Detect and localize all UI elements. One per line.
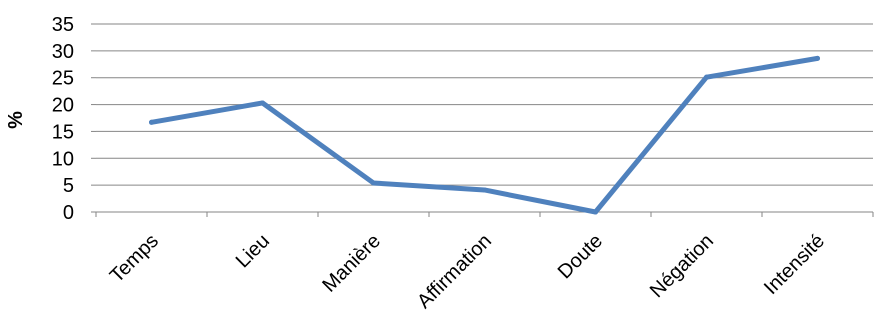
x-tick-label: Lieu: [232, 230, 274, 272]
y-tick-label: 0: [63, 202, 74, 224]
x-tick-label: Manière: [318, 230, 385, 297]
data-point: [593, 209, 598, 215]
data-point: [149, 119, 154, 125]
data-point: [482, 187, 487, 193]
gridlines: [96, 23, 873, 186]
y-tick-label: 10: [52, 148, 74, 170]
data-point: [704, 74, 709, 80]
y-tick-label: 25: [52, 68, 74, 90]
x-tick-label: Négation: [646, 230, 718, 302]
y-tick-label: 15: [52, 121, 74, 143]
y-axis-label: %: [5, 111, 27, 129]
y-tick-label: 35: [52, 14, 74, 36]
x-tick-label: Temps: [106, 230, 163, 287]
data-point: [260, 100, 265, 106]
y-tick-label: 20: [52, 95, 74, 117]
data-point: [815, 55, 820, 61]
x-axis-ticks: Temps Lieu Manière Affirmation Doute Négation…: [95, 212, 874, 313]
y-tick-label: 5: [63, 175, 74, 197]
x-tick-label: Intensité: [760, 230, 829, 299]
x-tick-label: Doute: [554, 230, 607, 283]
data-point: [371, 180, 376, 186]
y-tick-label: 30: [52, 41, 74, 63]
y-axis-ticks: 0 5 10 15 20 25 30 35: [52, 14, 96, 224]
series-layer: [149, 55, 820, 215]
x-tick-label: Affirmation: [413, 230, 496, 313]
